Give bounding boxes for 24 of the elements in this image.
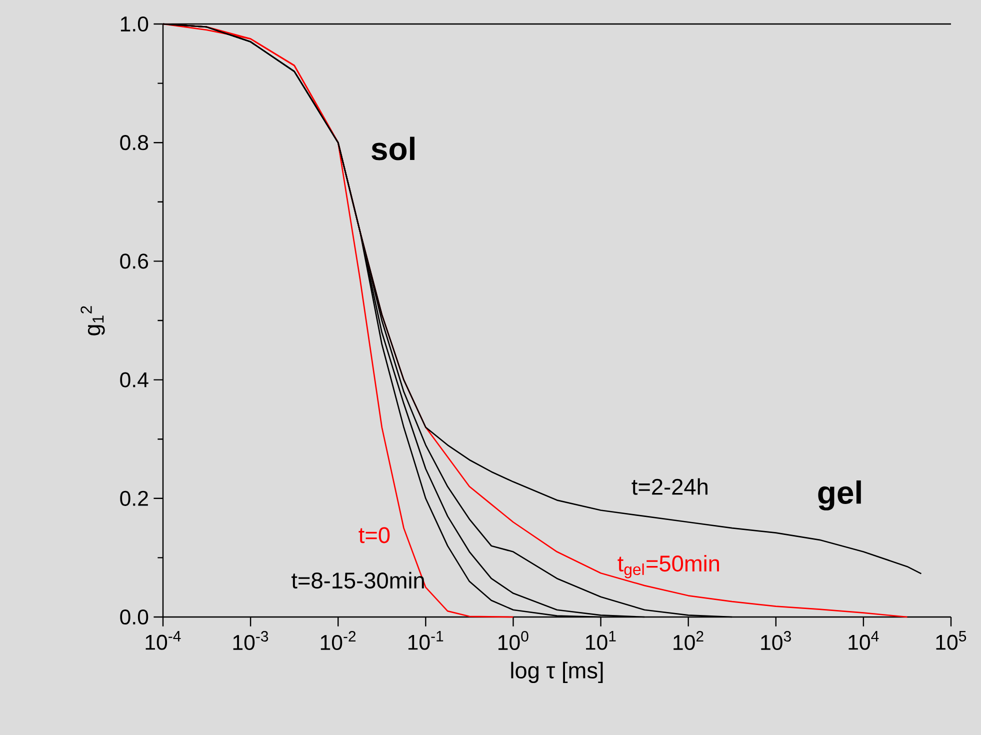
annotation: gel <box>818 480 861 510</box>
x-tick-label: 10$^{4}$ <box>848 631 879 650</box>
y-tick-label: 1.0 <box>120 16 148 32</box>
x-tick-label: 10$^{-2}$ <box>320 631 356 650</box>
x-tick-label: 10$^{5}$ <box>936 631 966 650</box>
y-tick-label: 0.0 <box>120 609 148 625</box>
y-axis-title: g$_{1}$2 <box>80 306 105 336</box>
y-tick-label: 0.6 <box>120 254 148 269</box>
x-tick-label: 10$^{-1}$ <box>408 631 444 650</box>
x-tick-label: 10$^{3}$ <box>761 631 791 650</box>
x-axis-title: log τ [ms] <box>511 662 603 683</box>
x-tick-label: 10$^{-3}$ <box>233 631 268 650</box>
y-tick-label: 0.4 <box>120 372 148 388</box>
annotation: sol <box>372 136 414 160</box>
series-label: t=2-24h <box>632 478 708 495</box>
x-tick-label: 10$^{-4}$ <box>146 631 181 650</box>
y-tick-label: 0.8 <box>120 135 148 150</box>
x-tick-label: 10$^{2}$ <box>674 631 704 650</box>
y-tick-label: 0.2 <box>120 490 148 506</box>
series-label: t=0 <box>358 527 390 544</box>
series-label: t$_{gel}$=50min <box>618 554 719 578</box>
x-tick-label: 10$^{0}$ <box>498 631 528 650</box>
annotation: t=8-15-30min <box>292 572 424 589</box>
x-tick-label: 10$^{1}$ <box>586 631 616 650</box>
